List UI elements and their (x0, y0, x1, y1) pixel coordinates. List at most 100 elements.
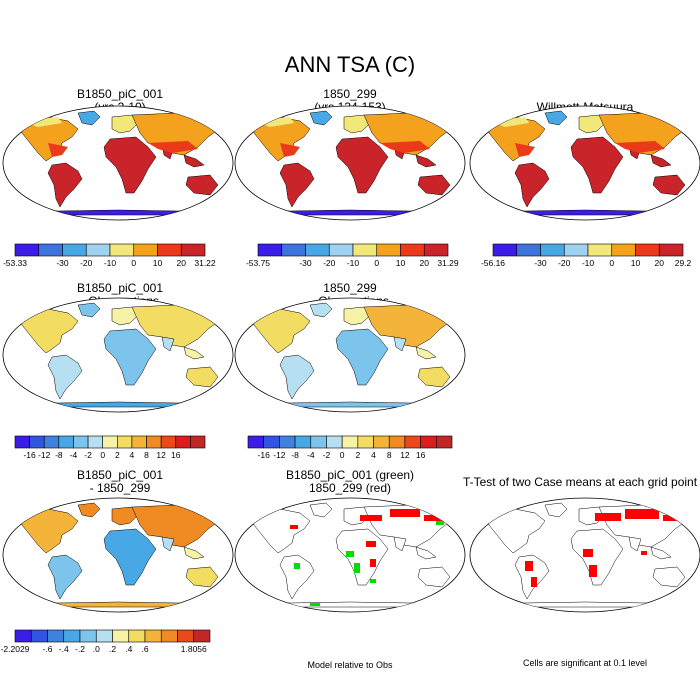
colorbar-6: -2.2029 -.6 -.4 -.2 .0 .2 .4 .6 1.8056 (1, 629, 211, 654)
colorbar-3-box-3 (563, 243, 589, 257)
colorbar-1-label-0: -53.33 (3, 258, 27, 268)
colorbar-2-box-7 (423, 243, 449, 257)
colorbar-1-box-5 (133, 243, 158, 257)
continent-seasia (415, 546, 437, 560)
continent-africa (335, 328, 389, 386)
continent-southAmerica (514, 162, 550, 208)
ttest-red-cell-5 (525, 561, 533, 571)
colorbar-4-label-11: 16 (171, 450, 181, 460)
colorbar-4: -16 -12 -8 -4 -2 0 2 4 8 12 16 (14, 435, 206, 460)
colorbar-6-box-2 (47, 629, 65, 643)
colorbar-3-label-7: 20 (655, 258, 665, 268)
continent-southAmerica (47, 162, 83, 208)
continent-australia (417, 366, 451, 388)
colorbar-6-box-5 (95, 629, 113, 643)
continent-greenland (309, 302, 333, 318)
colorbar-5-label-1: -16 (258, 450, 271, 460)
colorbar-1: -53.33 -30 -20 -10 0 10 20 31.22 (3, 243, 216, 268)
sig-green-cell-0 (346, 551, 354, 557)
colorbar-5-label-8: 4 (371, 450, 376, 460)
colorbar-6-box-0 (14, 629, 32, 643)
ttest-red-cell-7 (641, 551, 647, 555)
colorbar-3-label-3: -20 (558, 258, 571, 268)
colorbars-layer: -53.33 -30 -20 -10 0 10 20 31.22 -53.75 -30 -20 -10… (1, 243, 692, 654)
continent-southAmerica (47, 354, 83, 400)
colorbar-5-label-9: 8 (387, 450, 392, 460)
colorbar-5-box-9 (388, 435, 406, 449)
map-land-5 (239, 302, 461, 408)
ttest-red-cell-2 (663, 515, 681, 521)
colorbar-6-label-3: -.4 (59, 644, 69, 654)
colorbar-1-label-8: 31.22 (194, 258, 216, 268)
colorbar-6-label-5: .0 (93, 644, 100, 654)
colorbar-1-label-7: 20 (177, 258, 187, 268)
colorbar-6-box-11 (193, 629, 211, 643)
colorbar-1-label-4: -10 (104, 258, 117, 268)
colorbar-4-box-12 (190, 435, 206, 449)
map-land-1 (7, 110, 229, 216)
maps-layer (2, 105, 700, 613)
colorbar-3-label-8: 29.2 (675, 258, 692, 268)
colorbar-6-box-8 (144, 629, 162, 643)
colorbar-5-box-7 (357, 435, 374, 449)
continent-india (393, 336, 407, 352)
colorbar-5-label-3: -8 (291, 450, 299, 460)
continent-antarctica (239, 600, 461, 608)
sig-green-cell-6 (370, 579, 376, 583)
continent-australia (417, 566, 451, 588)
colorbar-5-box-3 (294, 435, 312, 449)
colorbar-6-box-9 (160, 629, 178, 643)
colorbar-3: -56.16 -30 -20 -10 0 10 20 29.2 (481, 243, 692, 268)
colorbar-2-label-6: 10 (396, 258, 406, 268)
colorbar-5-box-12 (436, 435, 453, 449)
colorbar-3-box-7 (658, 243, 684, 257)
colorbar-2-label-7: 20 (420, 258, 430, 268)
continent-india (161, 536, 175, 552)
panel-6-subtitle-text: - 1850_299 (89, 481, 151, 495)
colorbar-4-label-6: 0 (100, 450, 105, 460)
colorbar-4-box-9 (146, 435, 162, 449)
colorbar-3-box-0 (492, 243, 518, 257)
panel-title-7: B1850_piC_001 (green) 1850_299 (red) (250, 469, 450, 495)
colorbar-6-box-4 (79, 629, 97, 643)
colorbar-6-box-6 (112, 629, 130, 643)
panel-7-title-text: B1850_piC_001 (green) (285, 468, 415, 482)
colorbar-6-box-3 (63, 629, 81, 643)
colorbar-2-box-6 (400, 243, 425, 257)
panel-6-title-text: B1850_piC_001 (76, 468, 164, 482)
colorbar-5-box-11 (420, 435, 437, 449)
colorbar-4-label-1: -16 (23, 450, 36, 460)
colorbar-1-box-3 (85, 243, 111, 257)
continent-greenland (309, 110, 333, 126)
colorbar-2-box-3 (328, 243, 354, 257)
colorbar-5-label-7: 2 (355, 450, 360, 460)
colorbar-3-label-0: -56.16 (481, 258, 505, 268)
colorbar-5-box-4 (310, 435, 327, 449)
colorbar-2-label-2: -30 (299, 258, 312, 268)
continent-antarctica (474, 600, 696, 608)
colorbar-5-label-4: -4 (307, 450, 315, 460)
continent-northAmerica (19, 508, 79, 554)
colorbar-3-box-6 (635, 243, 660, 257)
colorbar-4-label-2: -12 (38, 450, 51, 460)
colorbar-5-label-6: 0 (340, 450, 345, 460)
warm-band-americas (280, 143, 300, 157)
continent-antarctica (7, 208, 229, 216)
colorbar-4-box-3 (58, 435, 74, 449)
colorbar-1-box-0 (14, 243, 40, 257)
continent-australia (652, 174, 686, 196)
colorbar-6-label-2: -.6 (43, 644, 53, 654)
colorbar-4-box-5 (87, 435, 103, 449)
sig-green-cell-2 (294, 563, 300, 569)
continent-greenland (544, 110, 568, 126)
colorbar-5-box-10 (404, 435, 421, 449)
continent-greenland (77, 502, 101, 518)
colorbar-2-label-3: -20 (323, 258, 336, 268)
sig-red-cell-2 (424, 515, 444, 521)
colorbar-5: -16 -12 -8 -4 -2 0 2 4 8 12 16 (247, 435, 453, 460)
continent-northAmerica (486, 508, 546, 554)
sig-red-cell-1 (390, 509, 420, 517)
ttest-red-cell-0 (595, 513, 621, 521)
panel-7-subtitle-text: 1850_299 (red) (308, 481, 392, 495)
colorbar-4-label-3: -8 (55, 450, 63, 460)
